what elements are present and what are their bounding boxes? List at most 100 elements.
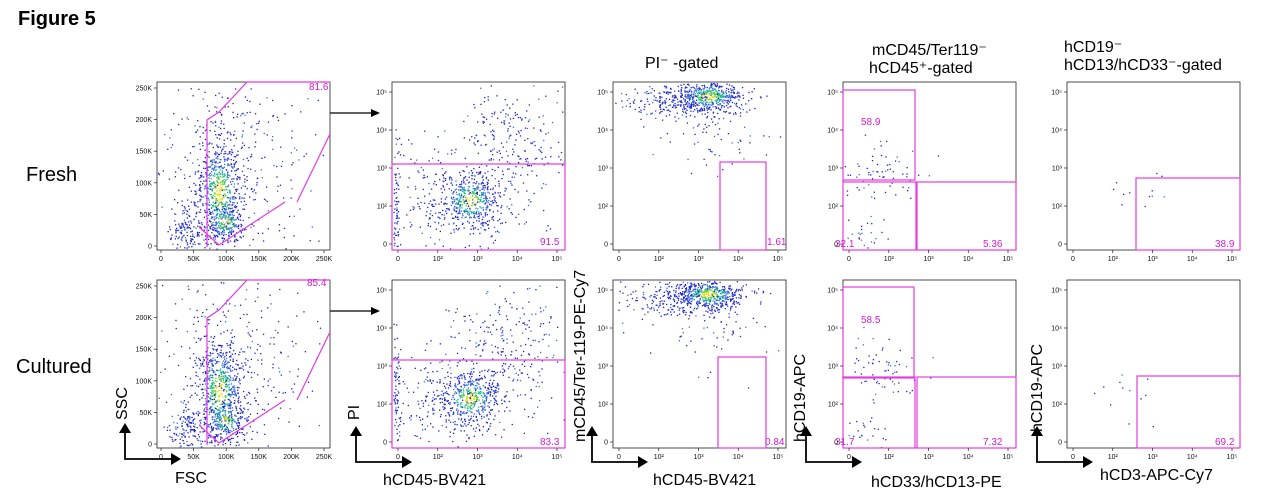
event-dot: [200, 443, 202, 445]
y-tick-label: 100K: [136, 378, 153, 385]
event-dot: [457, 197, 459, 200]
event-dot: [475, 410, 478, 412]
event-dot: [477, 197, 479, 199]
event-dot: [468, 222, 470, 224]
event-dot: [204, 378, 206, 380]
event-dot: [228, 184, 230, 186]
event-dot: [436, 395, 439, 397]
event-dot: [203, 413, 205, 415]
event-dot: [668, 105, 670, 107]
event-dot: [226, 211, 228, 213]
event-dot: [237, 427, 240, 429]
event-dot: [179, 446, 181, 449]
event-dot: [446, 208, 448, 210]
event-dot: [257, 288, 259, 290]
event-dot: [199, 243, 201, 245]
event-dot: [269, 378, 271, 380]
event-dot: [195, 330, 197, 332]
event-dot: [169, 137, 171, 139]
event-dot: [858, 238, 860, 240]
event-dot: [233, 388, 235, 391]
event-dot: [300, 111, 302, 113]
event-dot: [910, 197, 912, 199]
event-dot: [731, 163, 733, 165]
event-dot: [188, 408, 190, 411]
event-dot: [467, 403, 469, 405]
event-dot: [450, 204, 452, 206]
event-dot: [291, 105, 293, 107]
event-dot: [716, 83, 718, 85]
event-dot: [253, 189, 255, 191]
event-dot: [221, 113, 223, 115]
event-dot: [203, 424, 205, 426]
event-dot: [491, 175, 493, 177]
event-dot: [236, 432, 239, 434]
event-dot: [225, 386, 227, 388]
gate-1: [719, 161, 767, 251]
event-dot: [486, 422, 488, 424]
event-dot: [672, 95, 674, 97]
event-dot: [211, 382, 213, 384]
event-dot: [468, 217, 471, 219]
event-dot: [184, 228, 186, 231]
event-dot: [188, 288, 190, 290]
event-dot: [872, 170, 874, 172]
event-dot: [681, 94, 683, 96]
event-dot: [219, 407, 221, 409]
event-dot: [534, 144, 536, 147]
event-dot: [216, 369, 218, 371]
event-dot: [511, 176, 513, 178]
event-dot: [244, 418, 246, 420]
event-dot: [221, 179, 223, 182]
event-dot: [195, 362, 197, 364]
event-dot: [464, 192, 466, 195]
event-dot: [192, 366, 194, 368]
event-dot: [287, 355, 289, 358]
event-dot: [198, 222, 200, 224]
event-dot: [186, 330, 188, 333]
x-tick-label: 100K: [218, 256, 235, 263]
y-tick-label: 200K: [136, 315, 153, 322]
event-dot: [216, 349, 218, 351]
event-dot: [703, 104, 705, 106]
event-dot: [226, 426, 228, 429]
event-dot: [472, 228, 475, 230]
event-dot: [471, 373, 473, 375]
event-dot: [700, 97, 703, 99]
event-dot: [475, 427, 477, 429]
event-dot: [463, 195, 465, 197]
axis-arrow-head-right: [638, 456, 648, 468]
event-dot: [514, 188, 516, 191]
event-dot: [688, 94, 690, 97]
event-dot: [211, 228, 213, 230]
event-dot: [220, 346, 223, 348]
event-dot: [738, 92, 740, 94]
event-dot: [197, 171, 199, 173]
event-dot: [674, 90, 676, 92]
event-dot: [466, 384, 468, 386]
event-dot: [201, 363, 204, 365]
event-dot: [188, 208, 191, 210]
event-dot: [462, 395, 464, 397]
event-dot: [177, 237, 179, 239]
event-dot: [217, 183, 219, 185]
event-dot: [457, 446, 459, 448]
event-dot: [239, 432, 241, 434]
event-dot: [211, 365, 213, 367]
event-dot: [680, 84, 682, 86]
event-dot: [227, 440, 230, 442]
event-dot: [207, 347, 209, 349]
event-dot: [482, 179, 484, 181]
event-dot: [498, 388, 500, 390]
event-dot: [229, 375, 231, 377]
event-dot: [455, 206, 457, 209]
event-dot: [205, 211, 207, 213]
event-dot: [488, 192, 490, 194]
event-dot: [169, 429, 171, 431]
event-dot: [718, 95, 720, 97]
event-dot: [208, 361, 210, 364]
event-dot: [708, 149, 710, 151]
event-dot: [276, 165, 278, 168]
event-dot: [212, 428, 214, 430]
row-label-fresh: Fresh: [26, 164, 78, 186]
